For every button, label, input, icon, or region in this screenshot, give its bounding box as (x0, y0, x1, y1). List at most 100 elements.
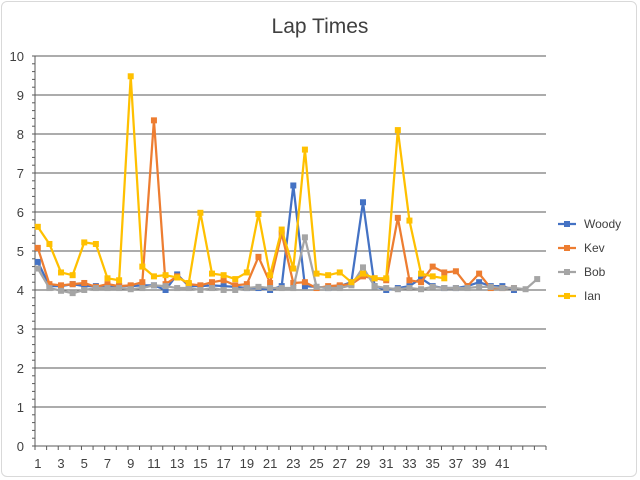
data-point (336, 285, 343, 292)
data-point (150, 282, 157, 289)
data-point (162, 283, 169, 290)
data-point (92, 240, 99, 247)
data-point (81, 287, 88, 293)
series-line-kev (36, 119, 514, 290)
data-point (325, 272, 332, 279)
y-tick-label: 9 (17, 88, 24, 103)
data-point (46, 240, 53, 247)
data-point (313, 283, 320, 290)
data-point (441, 275, 448, 282)
x-tick-label: 39 (472, 456, 486, 471)
data-point (290, 279, 297, 286)
data-point (174, 285, 181, 292)
legend-marker (564, 221, 570, 227)
data-point (406, 277, 413, 284)
x-tick-label: 11 (147, 456, 161, 471)
data-point (81, 283, 88, 290)
data-point (499, 285, 506, 292)
data-point (301, 234, 308, 241)
data-point (394, 286, 401, 293)
y-tick-label: 8 (17, 127, 24, 142)
data-point (290, 265, 297, 272)
data-point (69, 272, 76, 279)
data-point (418, 279, 425, 286)
series-layer (34, 73, 541, 297)
data-point (104, 275, 111, 282)
data-point (359, 270, 366, 277)
legend-item-ian: Ian (558, 289, 601, 303)
data-point (81, 239, 88, 246)
data-point (301, 279, 308, 286)
data-point (243, 281, 250, 288)
data-point (34, 265, 41, 272)
x-tick-label: 15 (193, 456, 207, 471)
data-point (429, 263, 436, 270)
data-point (162, 272, 169, 279)
data-point (452, 285, 459, 292)
y-tick-label: 7 (17, 166, 24, 181)
data-point (185, 285, 192, 292)
data-point (34, 223, 41, 230)
data-point (476, 279, 483, 286)
legend-label: Woody (584, 217, 621, 231)
data-point (116, 277, 123, 284)
data-point (209, 270, 216, 277)
data-point (429, 273, 436, 280)
data-point (255, 283, 262, 290)
data-point (232, 282, 239, 289)
data-point (301, 146, 308, 153)
series-kev (34, 117, 517, 292)
data-point (34, 244, 41, 251)
y-tick-label: 10 (10, 49, 24, 64)
data-point (150, 117, 157, 124)
data-point (267, 272, 274, 279)
x-tick-label: 27 (333, 456, 347, 471)
data-point (185, 279, 192, 286)
data-point (418, 275, 425, 282)
data-point (464, 285, 471, 292)
data-point (394, 214, 401, 221)
data-point (278, 226, 285, 233)
data-point (534, 276, 541, 283)
series-line-ian (36, 75, 445, 285)
legend-item-woody: Woody (558, 217, 621, 231)
data-point (104, 281, 111, 288)
data-point (301, 283, 308, 290)
data-point (243, 269, 250, 276)
data-point (34, 258, 41, 265)
data-point (290, 285, 297, 292)
series-ian (34, 73, 448, 286)
x-tick-label: 19 (240, 456, 254, 471)
data-point (476, 270, 483, 277)
data-point (197, 209, 204, 216)
data-point (441, 285, 448, 292)
x-tick-label: 21 (263, 456, 277, 471)
data-point (452, 268, 459, 275)
legend-item-kev: Kev (558, 241, 605, 255)
data-point (174, 274, 181, 281)
y-tick-label: 2 (17, 361, 24, 376)
data-point (220, 277, 227, 284)
data-point (406, 217, 413, 224)
y-tick-label: 1 (17, 400, 24, 415)
data-point (267, 279, 274, 286)
y-tick-label: 4 (17, 283, 24, 298)
data-point (150, 273, 157, 280)
data-point (209, 279, 216, 286)
data-point (127, 286, 134, 293)
data-point (220, 272, 227, 279)
data-point (336, 269, 343, 276)
data-point (359, 199, 366, 206)
data-point (220, 287, 227, 293)
x-tick-label: 5 (81, 456, 88, 471)
data-point (441, 269, 448, 276)
data-point (69, 290, 76, 297)
data-point (127, 282, 134, 289)
data-point (139, 285, 146, 292)
y-tick-label: 6 (17, 205, 24, 220)
x-tick-label: 9 (127, 456, 134, 471)
data-point (92, 285, 99, 292)
x-tick-label: 33 (402, 456, 416, 471)
